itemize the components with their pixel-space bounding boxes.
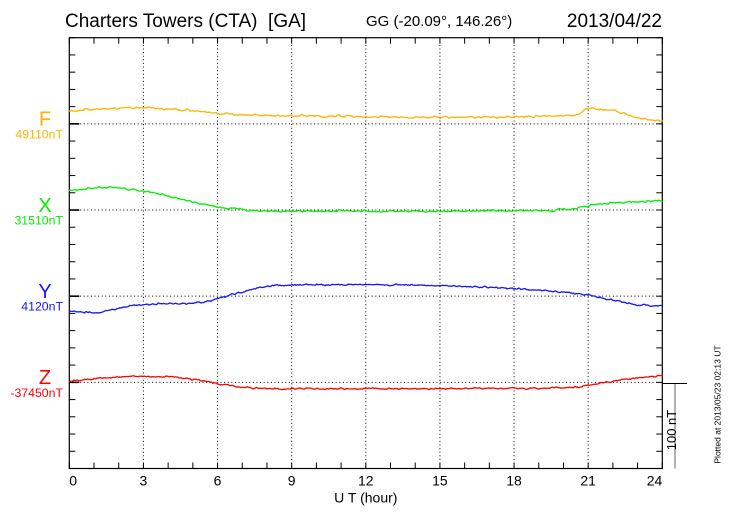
svg-text:3: 3	[140, 473, 148, 489]
svg-text:GG (-20.09°, 146.26°): GG (-20.09°, 146.26°)	[366, 13, 512, 30]
svg-text:6: 6	[214, 473, 222, 489]
svg-text:Charters Towers (CTA) [GA]: Charters Towers (CTA) [GA]	[65, 11, 306, 32]
svg-text:18: 18	[506, 473, 522, 489]
svg-text:9: 9	[288, 473, 296, 489]
svg-text:-37450nT: -37450nT	[10, 386, 63, 400]
svg-text:15: 15	[432, 473, 448, 489]
svg-text:0: 0	[69, 473, 77, 489]
svg-text:31510nT: 31510nT	[14, 214, 63, 228]
svg-text:100 nT: 100 nT	[664, 410, 679, 451]
svg-text:2013/04/22: 2013/04/22	[567, 11, 662, 32]
svg-text:U T (hour): U T (hour)	[334, 490, 397, 506]
svg-text:12: 12	[358, 473, 374, 489]
svg-text:21: 21	[580, 473, 596, 489]
svg-text:Plotted at 2013/05/23 02:13 UT: Plotted at 2013/05/23 02:13 UT	[712, 345, 722, 463]
svg-text:4120nT: 4120nT	[21, 300, 63, 314]
svg-text:24: 24	[647, 473, 663, 489]
svg-text:49110nT: 49110nT	[15, 127, 63, 141]
